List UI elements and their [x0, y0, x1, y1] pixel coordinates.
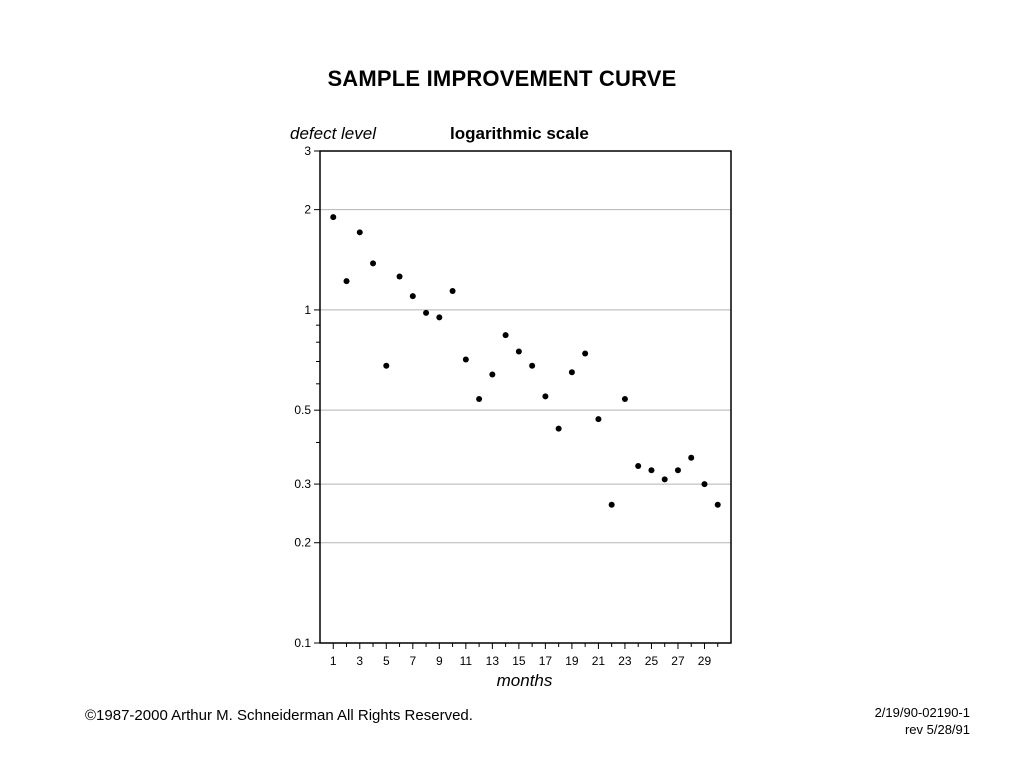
y-tick-label: 2 — [304, 203, 311, 217]
y-tick-label: 3 — [304, 144, 311, 158]
gridlines — [320, 209, 731, 544]
data-point — [674, 467, 681, 474]
y-tick-label: 0.3 — [294, 477, 311, 491]
scale-note: logarithmic scale — [450, 124, 589, 143]
data-point — [555, 425, 562, 432]
data-point — [330, 214, 337, 221]
data-point — [714, 501, 721, 508]
y-tick-label: 0.5 — [294, 403, 311, 417]
x-tick-label: 9 — [436, 654, 443, 668]
data-point — [462, 356, 469, 363]
x-tick-label: 15 — [512, 654, 526, 668]
data-point — [648, 467, 655, 474]
data-point — [356, 229, 363, 236]
x-tick-label: 17 — [539, 654, 553, 668]
data-point — [436, 314, 443, 321]
x-tick-label: 7 — [409, 654, 416, 668]
y-axis-label: defect level — [290, 124, 376, 143]
data-point — [515, 348, 522, 355]
document-reference: 2/19/90-02190-1 rev 5/28/91 — [875, 704, 970, 738]
data-point — [542, 393, 549, 400]
data-point — [621, 396, 628, 403]
x-axis-label: months — [496, 671, 553, 690]
data-point — [661, 476, 668, 483]
revision-date: rev 5/28/91 — [904, 722, 970, 737]
data-point — [370, 260, 377, 267]
copyright-notice: ©1987-2000 Arthur M. Schneiderman All Ri… — [85, 707, 473, 724]
x-tick-label: 1 — [330, 654, 337, 668]
data-point — [502, 332, 509, 339]
y-tick-label: 0.2 — [294, 536, 311, 550]
x-tick-label: 3 — [356, 654, 363, 668]
data-point — [476, 396, 483, 403]
data-point — [608, 501, 615, 508]
data-point — [396, 273, 403, 280]
x-tick-label: 25 — [645, 654, 659, 668]
x-tick-label: 5 — [383, 654, 390, 668]
x-tick-label: 27 — [671, 654, 685, 668]
data-point — [423, 309, 430, 316]
data-point — [383, 362, 390, 369]
x-tick-label: 21 — [592, 654, 606, 668]
data-point — [568, 369, 575, 376]
x-tick-label: 19 — [565, 654, 579, 668]
data-point — [343, 278, 350, 285]
data-point — [409, 293, 416, 300]
data-point — [688, 454, 695, 461]
y-tick-label: 0.1 — [294, 636, 311, 650]
data-point — [449, 287, 456, 294]
data-points — [330, 214, 721, 508]
data-point — [595, 416, 602, 423]
data-point — [635, 462, 642, 469]
x-tick-label: 11 — [460, 654, 473, 668]
x-tick-label: 29 — [698, 654, 712, 668]
reference-number: 2/19/90-02190-1 — [874, 705, 970, 720]
y-tick-label: 1 — [304, 303, 311, 317]
data-point — [701, 481, 708, 488]
data-point — [529, 362, 536, 369]
chart-title: SAMPLE IMPROVEMENT CURVE — [327, 66, 677, 91]
data-point — [582, 350, 589, 357]
data-point — [489, 371, 496, 378]
x-tick-label: 23 — [618, 654, 632, 668]
plot-frame — [319, 150, 732, 644]
x-tick-label: 13 — [486, 654, 500, 668]
